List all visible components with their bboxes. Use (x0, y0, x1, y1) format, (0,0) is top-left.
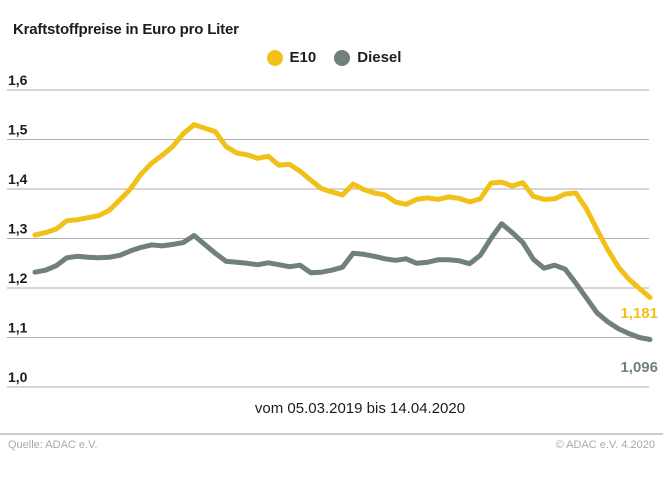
diesel-end-value: 1,096 (620, 359, 658, 376)
legend-item-e10: E10 (266, 49, 317, 66)
y-axis-tick-labels: 1,6 1,5 1,4 1,3 1,2 1,1 1,0 (8, 72, 28, 385)
y-tick-label-1,5: 1,5 (8, 122, 28, 138)
series-end-labels: 1,181 1,096 (620, 305, 658, 376)
diesel-legend-label: Diesel (357, 49, 402, 66)
e10-legend-label: E10 (289, 49, 317, 66)
y-tick-label-1,6: 1,6 (8, 72, 28, 88)
copyright-note: © ADAC e.V. 4.2020 (555, 439, 655, 451)
y-tick-label-1,0: 1,0 (8, 369, 28, 385)
legend: E10 Diesel (0, 50, 668, 66)
gridlines (7, 89, 649, 388)
y-tick-label-1,1: 1,1 (8, 320, 28, 336)
legend-item-diesel: Diesel (334, 50, 401, 66)
page-title: Kraftstoffpreise in Euro pro Liter (13, 21, 239, 38)
diesel-line (32, 221, 653, 342)
e10-end-value: 1,181 (620, 305, 658, 322)
y-tick-label-1,2: 1,2 (8, 270, 28, 286)
y-tick-label-1,3: 1,3 (8, 221, 28, 237)
series-lines (32, 122, 653, 342)
footer-divider (0, 433, 663, 435)
diesel-dot-icon (334, 50, 351, 66)
x-axis-label: vom 05.03.2019 bis 14.04.2020 (255, 400, 465, 417)
e10-dot-icon (266, 50, 283, 66)
e10-line (32, 122, 653, 300)
y-tick-label-1,4: 1,4 (8, 171, 28, 187)
source-note: Quelle: ADAC e.V. (8, 439, 98, 451)
